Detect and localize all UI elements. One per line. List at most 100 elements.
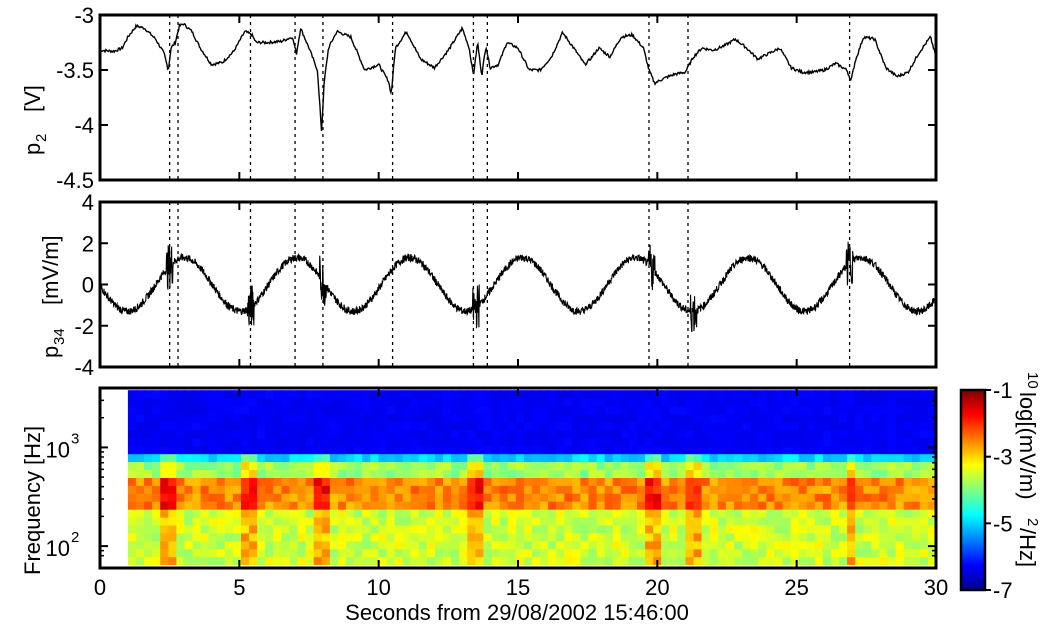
spectrogram-cell — [459, 390, 468, 399]
spectrogram-cell — [596, 556, 606, 566]
spectrogram-cell — [725, 445, 735, 455]
spectrogram-cell — [435, 390, 444, 399]
spectrogram-cell — [257, 414, 266, 423]
spectrogram-cell — [216, 485, 226, 494]
spectrogram-cell — [693, 524, 703, 534]
spectrogram-cell — [806, 501, 816, 510]
spectrogram-cell — [806, 398, 816, 407]
spectrogram-cell — [281, 461, 291, 470]
spectrogram-cell — [346, 414, 355, 423]
spectrogram-cell — [418, 540, 428, 550]
spectrogram-cell — [281, 453, 291, 463]
spectrogram-cell — [847, 461, 856, 470]
spectrogram-cell — [426, 406, 436, 415]
spectrogram-cell — [661, 445, 670, 455]
spectrogram-cell — [911, 524, 921, 534]
spectrogram-cell — [830, 501, 840, 510]
spectrogram-cell — [127, 485, 137, 494]
spectrogram-cell — [564, 477, 573, 486]
spectrogram-cell — [281, 414, 291, 423]
spectrogram-cell — [329, 532, 339, 542]
spectrogram-cell — [814, 501, 824, 510]
spectrogram-cell — [572, 493, 581, 502]
spectrogram-cell — [911, 461, 921, 470]
spectrogram-cell — [386, 485, 396, 494]
spectrogram-cell — [483, 461, 493, 470]
spectrogram-cell — [677, 477, 687, 486]
spectrogram-cell — [661, 390, 670, 399]
spectrogram-cell — [717, 421, 727, 431]
spectrogram-cell — [871, 429, 880, 439]
spectrogram-cell — [879, 540, 889, 550]
spectrogram-cell — [135, 548, 145, 558]
spectrogram-cell — [645, 524, 654, 534]
spectrogram-cell — [338, 445, 347, 455]
spectrogram-cell — [693, 453, 703, 463]
spectrogram-cell — [612, 429, 622, 439]
spectrogram-cell — [362, 509, 371, 518]
spectrogram-cell — [483, 429, 493, 439]
spectrogram-cell — [362, 517, 371, 526]
spectrogram-cell — [677, 509, 687, 518]
spectrogram-cell — [135, 524, 145, 534]
spectrogram-cell — [596, 461, 606, 470]
spectrogram-cell — [354, 469, 363, 478]
spectrogram-cell — [192, 406, 202, 415]
spectrogram-cell — [911, 414, 921, 423]
spectrogram-cell — [216, 390, 226, 399]
spectrogram-cell — [758, 540, 767, 550]
spectrogram-cell — [426, 414, 436, 423]
spectrogram-cell — [216, 493, 226, 502]
spectrogram-cell — [370, 485, 379, 494]
spectrogram-cell — [822, 524, 832, 534]
spectrogram-cell — [135, 509, 145, 518]
spectrogram-cell — [685, 445, 695, 455]
spectrogram-cell — [507, 556, 517, 566]
spectrogram-cell — [612, 548, 622, 558]
spectrogram-cell — [556, 548, 565, 558]
spectrogram-cell — [855, 453, 864, 463]
spectrogram-cell — [184, 548, 194, 558]
spectrogram-cell — [540, 398, 549, 407]
spectrogram-cell — [774, 556, 784, 566]
spectrogram-cell — [588, 524, 598, 534]
spectrogram-cell — [782, 390, 792, 399]
spectrogram-cell — [329, 398, 339, 407]
spectrogram-cell — [135, 398, 145, 407]
spectrogram-cell — [378, 437, 388, 447]
spectrogram-cell — [192, 390, 202, 399]
spectrogram-cell — [903, 469, 913, 478]
spectrogram-cell — [168, 429, 177, 439]
spectrogram-cell — [273, 398, 282, 407]
spectrogram-cell — [257, 517, 266, 526]
spectrogram-cell — [887, 390, 897, 399]
spectrogram-cell — [839, 414, 848, 423]
spectrogram-cell — [572, 406, 581, 415]
x-tick-label: 15 — [506, 575, 530, 600]
spectrogram-cell — [232, 414, 242, 423]
spectrogram-cell — [232, 453, 242, 463]
spectrogram-cell — [289, 493, 299, 502]
spectrogram-cell — [766, 493, 775, 502]
spectrogram-cell — [661, 406, 670, 415]
spectrogram-cell — [637, 437, 646, 447]
spectrogram-cell — [394, 406, 404, 415]
spectrogram-cell — [483, 477, 493, 486]
spectrogram-cell — [354, 390, 363, 399]
spectrogram-cell — [661, 517, 670, 526]
spectrogram-cell — [127, 477, 137, 486]
spectrogram-cell — [410, 556, 420, 566]
spectrogram-cell — [338, 421, 347, 431]
spectrogram-cell — [903, 406, 913, 415]
spectrogram-cell — [612, 524, 622, 534]
spectrogram-cell — [790, 406, 800, 415]
spectrogram-cell — [540, 453, 549, 463]
spectrogram-cell — [394, 501, 404, 510]
spectrogram-cell — [249, 429, 258, 439]
spectrogram-cell — [701, 540, 711, 550]
spectrogram-cell — [709, 461, 719, 470]
spectrogram-cell — [758, 445, 767, 455]
spectrogram-cell — [725, 398, 735, 407]
spectrogram-cell — [685, 406, 695, 415]
spectrogram-cell — [443, 493, 452, 502]
